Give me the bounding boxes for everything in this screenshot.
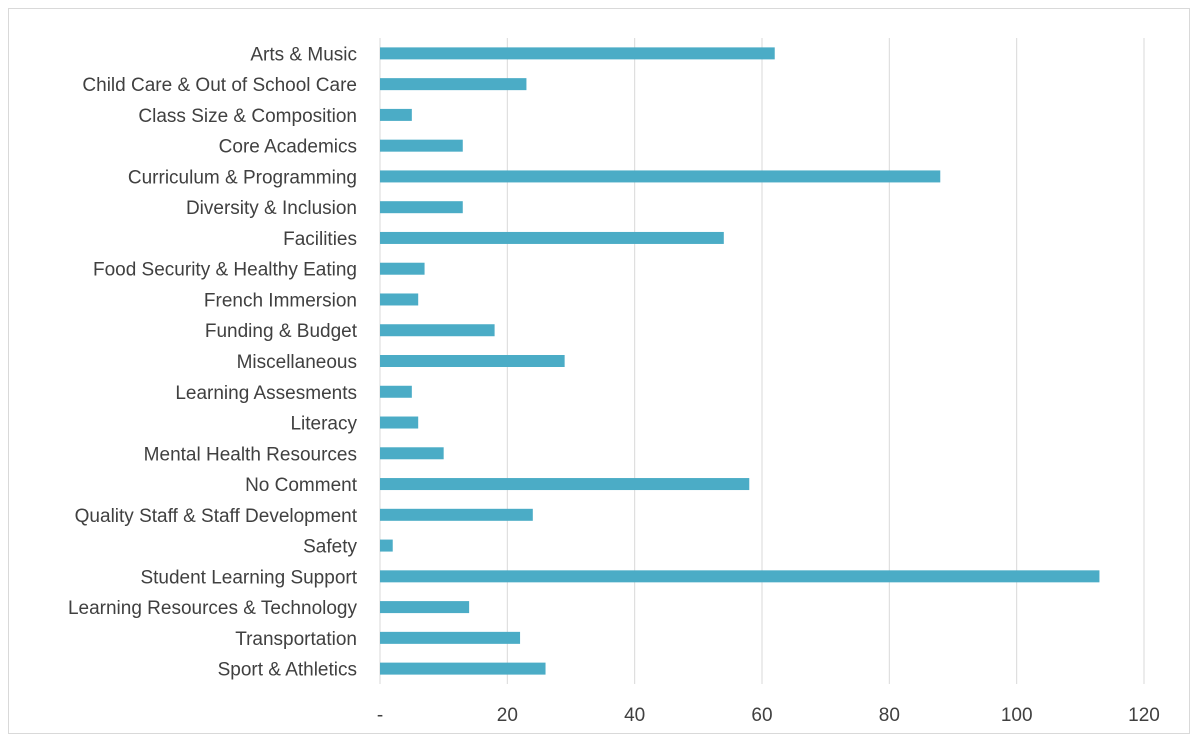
- category-label: French Immersion: [204, 290, 357, 311]
- bar: [380, 447, 444, 460]
- category-label: Sport & Athletics: [218, 660, 357, 681]
- bar: [380, 170, 941, 183]
- x-tick-label: 40: [624, 705, 645, 726]
- bar: [380, 570, 1100, 583]
- category-label: Facilities: [283, 229, 357, 250]
- bar: [380, 108, 412, 121]
- category-label: Quality Staff & Staff Development: [75, 506, 358, 527]
- chart-frame: [8, 8, 1190, 734]
- category-label: Miscellaneous: [237, 352, 357, 373]
- bar: [380, 539, 393, 552]
- category-label: Class Size & Composition: [138, 106, 357, 127]
- category-label: Funding & Budget: [205, 321, 358, 342]
- bar: [380, 47, 775, 60]
- category-label: Child Care & Out of School Care: [82, 75, 357, 96]
- category-label: Diversity & Inclusion: [186, 198, 357, 219]
- x-axis-tick-labels: - 20 40 60 80 100 120: [377, 705, 1160, 726]
- x-tick-label: 20: [497, 705, 518, 726]
- bar: [380, 139, 463, 152]
- category-label: Mental Health Resources: [144, 444, 357, 465]
- category-label: Student Learning Support: [140, 567, 357, 588]
- bar: [380, 324, 495, 337]
- category-label: Transportation: [235, 629, 357, 650]
- bars: [380, 47, 1100, 675]
- bar: [380, 416, 419, 429]
- category-labels: Arts & Music Child Care & Out of School C…: [68, 44, 358, 680]
- category-label: Learning Resources & Technology: [68, 598, 358, 619]
- category-label: Core Academics: [219, 137, 357, 158]
- bar: [380, 478, 750, 491]
- x-tick-label: 100: [1001, 705, 1033, 726]
- category-label: Literacy: [290, 414, 357, 435]
- x-tick-label: 80: [879, 705, 900, 726]
- x-tick-label: -: [377, 705, 383, 726]
- bar: [380, 385, 412, 398]
- category-label: No Comment: [245, 475, 358, 496]
- category-label: Safety: [303, 537, 357, 558]
- bar: [380, 631, 521, 644]
- bar: [380, 355, 565, 367]
- bar: [380, 293, 419, 306]
- category-label: Learning Assesments: [175, 383, 357, 404]
- bar: [380, 508, 533, 521]
- category-label: Arts & Music: [250, 44, 357, 65]
- bar: [380, 78, 527, 91]
- bar: [380, 262, 425, 275]
- x-tick-label: 120: [1128, 705, 1160, 726]
- bar: [380, 231, 724, 244]
- category-label: Food Security & Healthy Eating: [93, 260, 357, 281]
- bar: [380, 662, 546, 675]
- x-tick-label: 60: [751, 705, 772, 726]
- bar: [380, 201, 463, 214]
- bar: [380, 601, 470, 614]
- category-label: Curriculum & Programming: [128, 167, 357, 188]
